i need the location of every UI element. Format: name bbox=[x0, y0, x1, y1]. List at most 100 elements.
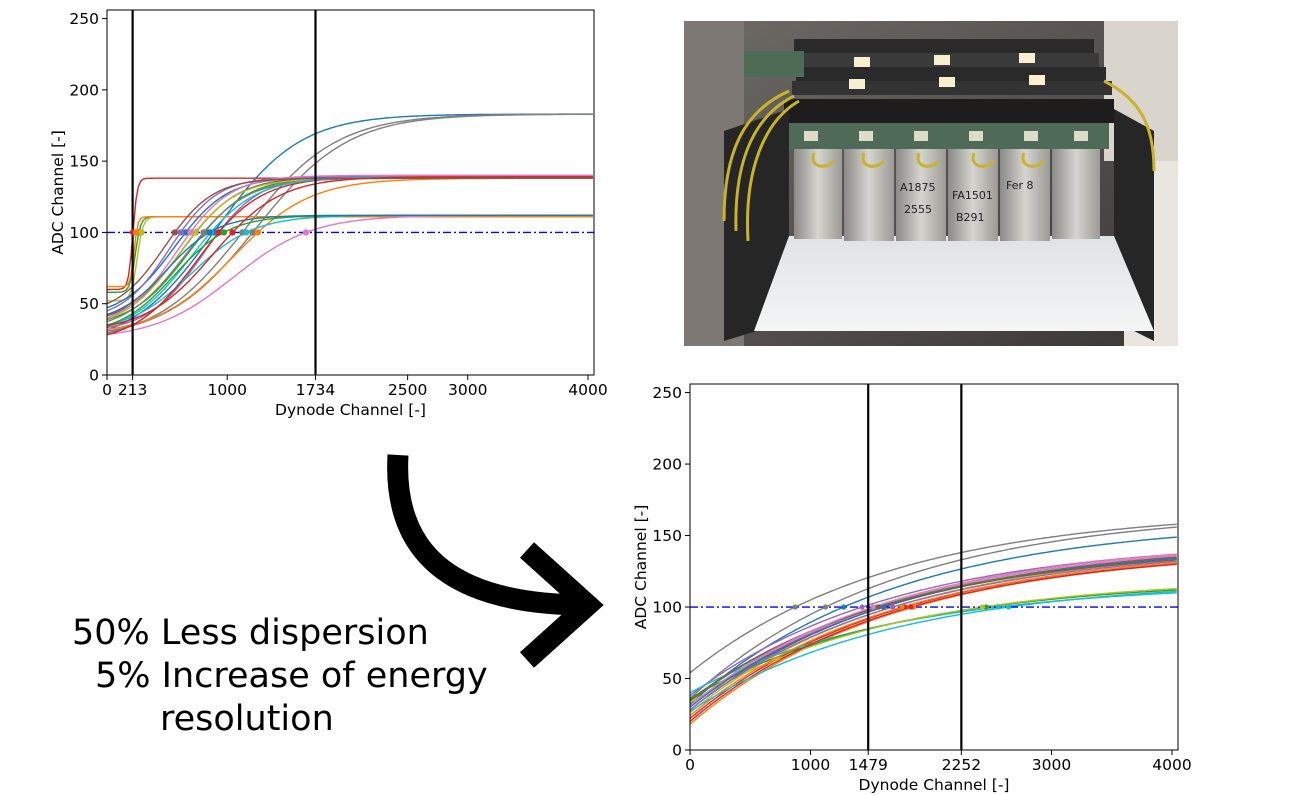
y-tick-label: 150 bbox=[69, 153, 99, 171]
x-tick-label: 0 bbox=[102, 381, 112, 399]
series-line bbox=[690, 526, 1177, 700]
crossing-point bbox=[187, 229, 194, 236]
x-tick-label: 1479 bbox=[848, 756, 887, 774]
series-line bbox=[690, 589, 1177, 700]
series-line bbox=[690, 590, 1177, 712]
crossing-point bbox=[138, 229, 145, 236]
crossing-point bbox=[908, 604, 914, 610]
photo-marker-label: FA1501 bbox=[952, 189, 993, 202]
series-line bbox=[690, 559, 1177, 701]
series-line bbox=[107, 177, 593, 305]
crossing-point bbox=[206, 229, 213, 236]
crossing-point bbox=[983, 604, 989, 610]
series-line bbox=[690, 557, 1177, 702]
crossing-point bbox=[792, 604, 798, 610]
plot-frame bbox=[689, 383, 1179, 751]
crossing-point bbox=[995, 604, 1001, 610]
crossing-point bbox=[254, 229, 262, 236]
photo-marker-label: Fer 8 bbox=[1006, 179, 1034, 192]
x-tick-label: 3000 bbox=[448, 381, 487, 399]
x-tick-label: 213 bbox=[118, 381, 148, 399]
y-tick-label: 0 bbox=[672, 742, 682, 760]
x-axis-label: Dynode Channel [-] bbox=[275, 401, 426, 419]
series-line bbox=[690, 563, 1177, 722]
caption-resolution: resolution bbox=[160, 699, 334, 739]
x-tick-label: 2252 bbox=[942, 756, 981, 774]
x-tick-label: 4000 bbox=[568, 381, 607, 399]
series-line bbox=[107, 174, 593, 319]
x-axis-label: Dynode Channel [-] bbox=[859, 776, 1010, 794]
series-line bbox=[690, 555, 1177, 708]
x-tick-label: 0 bbox=[685, 756, 695, 774]
series-line bbox=[107, 176, 593, 327]
crossing-point bbox=[1005, 604, 1012, 610]
crossing-point bbox=[177, 229, 184, 236]
y-axis-label: ADC Channel [-] bbox=[632, 505, 650, 630]
crossing-point bbox=[249, 229, 256, 236]
series-line bbox=[690, 560, 1177, 711]
series-line bbox=[690, 562, 1177, 720]
series-line bbox=[690, 553, 1177, 707]
crossing-point bbox=[302, 229, 310, 236]
y-tick-label: 150 bbox=[652, 527, 682, 545]
photo-marker-label: B291 bbox=[956, 211, 985, 224]
crossing-point bbox=[182, 229, 189, 236]
y-axis-label: ADC Channel [-] bbox=[49, 130, 67, 255]
crossing-point bbox=[192, 229, 199, 236]
crossing-point bbox=[229, 229, 236, 236]
crossing-point bbox=[840, 604, 847, 610]
plot-frame bbox=[106, 9, 595, 376]
caption-energy-resolution: 5% Increase of energy bbox=[95, 656, 488, 696]
y-tick-label: 0 bbox=[89, 367, 99, 385]
y-tick-label: 200 bbox=[69, 81, 99, 99]
crossing-point bbox=[880, 604, 886, 610]
series-line bbox=[690, 557, 1177, 708]
photo-marker-label: A1875 bbox=[900, 181, 936, 194]
crossing-point bbox=[899, 604, 905, 610]
x-tick-label: 1734 bbox=[296, 381, 335, 399]
y-tick-label: 200 bbox=[652, 456, 682, 474]
x-tick-label: 4000 bbox=[1152, 756, 1191, 774]
y-tick-label: 100 bbox=[652, 599, 682, 617]
series-line bbox=[690, 556, 1177, 711]
series-line bbox=[690, 559, 1177, 714]
chart-before-axes: 0 213 1000 1734 2500 3000 4000 0 50 100 150 200 250 D… bbox=[49, 9, 608, 419]
photo-marker-label: 2555 bbox=[904, 203, 932, 216]
x-tick-label: 3000 bbox=[1032, 756, 1071, 774]
chart-before-curves bbox=[107, 113, 593, 336]
caption-dispersion: 50% Less dispersion bbox=[72, 613, 429, 653]
x-tick-label: 2500 bbox=[388, 381, 427, 399]
crossing-point bbox=[200, 229, 207, 236]
crossing-point bbox=[243, 229, 250, 236]
chart-before-marks bbox=[107, 10, 594, 375]
series-line bbox=[107, 214, 593, 316]
series-line bbox=[690, 563, 1177, 725]
y-tick-label: 100 bbox=[69, 224, 99, 242]
crossing-point bbox=[870, 604, 876, 610]
series-line bbox=[690, 587, 1177, 704]
crossing-point bbox=[859, 604, 865, 610]
chart-after-curves bbox=[690, 523, 1177, 725]
x-tick-label: 1000 bbox=[791, 756, 830, 774]
pmt-rack-illustration: A1875 2555 FA1501 B291 Fer 8 bbox=[684, 21, 1178, 346]
chart-after-axes: 0 1000 1479 2252 3000 4000 0 50 100 150 200 250 Dyno… bbox=[632, 383, 1192, 794]
crossing-point bbox=[876, 604, 882, 610]
crossing-point bbox=[822, 604, 829, 610]
series-line bbox=[690, 562, 1177, 717]
y-tick-label: 50 bbox=[79, 295, 99, 313]
y-tick-label: 50 bbox=[662, 670, 682, 688]
crossing-point bbox=[171, 229, 179, 236]
crossing-point bbox=[215, 229, 223, 236]
crossing-point bbox=[220, 229, 228, 236]
series-line bbox=[690, 523, 1177, 674]
y-tick-label: 250 bbox=[652, 384, 682, 402]
x-tick-label: 1000 bbox=[208, 381, 247, 399]
pmt-rack-photo: A1875 2555 FA1501 B291 Fer 8 bbox=[684, 21, 1178, 346]
chart-after-marks bbox=[690, 384, 1178, 750]
crossing-point bbox=[979, 604, 986, 610]
crossing-point bbox=[133, 229, 140, 236]
crossing-point bbox=[890, 604, 896, 610]
y-tick-label: 250 bbox=[69, 10, 99, 28]
